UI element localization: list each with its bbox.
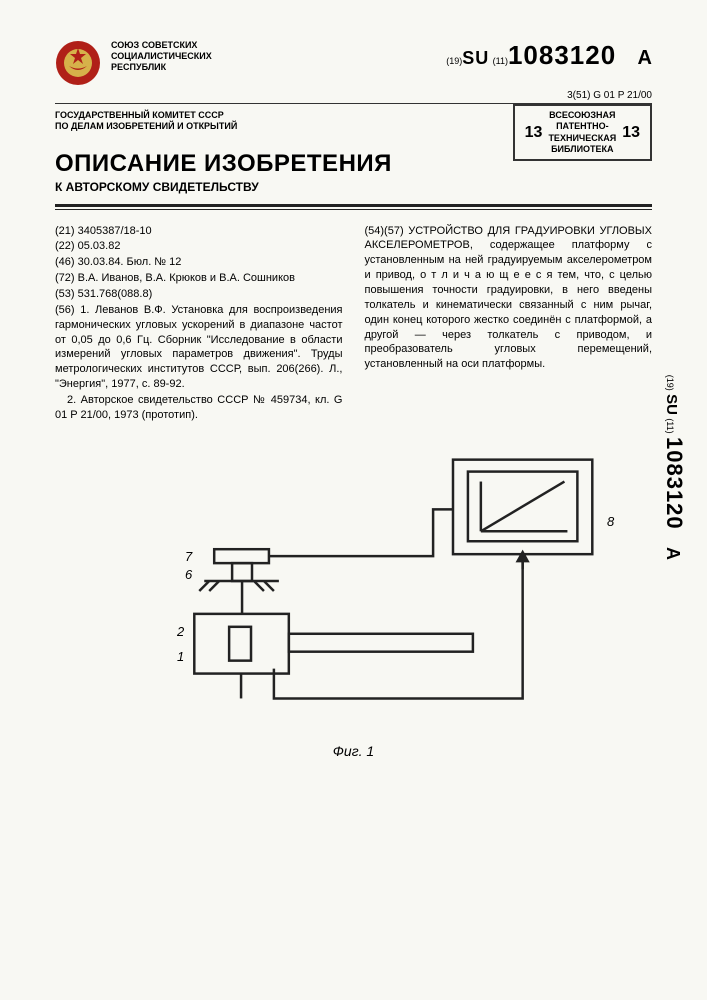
code19: (19) [446, 56, 462, 66]
library-stamp: ВСЕСОЮЗНАЯ 13 ПАТЕНТНО- ТЕХНИЧЕСКАЯ 13 Б… [513, 104, 652, 161]
callout-6: 6 [185, 567, 192, 582]
callout-7: 7 [185, 549, 192, 564]
side-publication-code: (19) SU (11) 1083120 A [661, 375, 687, 560]
left-column: (21) 3405387/18-10 (22) 05.03.82 (46) 30… [55, 224, 343, 424]
ipc-classification: 3(51) G 01 P 21/00 [55, 90, 652, 104]
side-su: SU [663, 394, 680, 415]
body-columns: (21) 3405387/18-10 (22) 05.03.82 (46) 30… [55, 224, 652, 424]
field-56: (56) 1. Леванов В.Ф. Установка для воспр… [55, 303, 343, 392]
stamp-line2: ПАТЕНТНО- [548, 121, 616, 132]
callout-2: 2 [177, 624, 184, 639]
code11: (11) [493, 56, 508, 66]
callout-1: 1 [177, 649, 184, 664]
stamp-line4: БИБЛИОТЕКА [525, 144, 640, 155]
field-72: (72) В.А. Иванов, В.А. Крюков и В.А. Сош… [55, 271, 343, 286]
figure-label: Фиг. 1 [333, 743, 374, 759]
header: СОЮЗ СОВЕТСКИХ СОЦИАЛИСТИЧЕСКИХ РЕСПУБЛИ… [55, 40, 652, 86]
stamp-line3: ТЕХНИЧЕСКАЯ [548, 133, 616, 144]
callout-8: 8 [607, 514, 614, 529]
su-code: SU [462, 48, 489, 68]
diagram-svg [55, 439, 652, 739]
right-column: (54)(57) УСТРОЙСТВО ДЛЯ ГРАДУИРОВКИ УГЛО… [365, 224, 653, 424]
figure-1: 7 6 2 1 8 Фиг. 1 [55, 439, 652, 759]
side-suffix: A [663, 547, 683, 560]
patent-number: 1083120 [508, 40, 616, 70]
stamp-num-right: 13 [622, 123, 640, 143]
stamp-num-left: 13 [525, 123, 543, 143]
ussr-emblem-icon [55, 40, 101, 86]
field-53: (53) 531.768(088.8) [55, 287, 343, 302]
field-46: (46) 30.03.84. Бюл. № 12 [55, 255, 343, 270]
committee-label: ГОСУДАРСТВЕННЫЙ КОМИТЕТ СССР ПО ДЕЛАМ ИЗ… [55, 110, 285, 132]
ref-2: 2. Авторское свидетельство СССР № 459734… [55, 393, 343, 423]
field-21: (21) 3405387/18-10 [55, 224, 343, 239]
kind-code: A [638, 47, 652, 69]
doc-subtitle: К АВТОРСКОМУ СВИДЕТЕЛЬСТВУ [55, 180, 652, 194]
committee-row: ГОСУДАРСТВЕННЫЙ КОМИТЕТ СССР ПО ДЕЛАМ ИЗ… [55, 110, 652, 132]
side-number: 1083120 [662, 437, 687, 530]
publication-code: (19)SU (11)1083120 A [446, 40, 652, 71]
union-label: СОЮЗ СОВЕТСКИХ СОЦИАЛИСТИЧЕСКИХ РЕСПУБЛИ… [111, 40, 212, 72]
field-22: (22) 05.03.82 [55, 239, 343, 254]
patent-page: СОЮЗ СОВЕТСКИХ СОЦИАЛИСТИЧЕСКИХ РЕСПУБЛИ… [0, 0, 707, 1000]
abstract-text: (54)(57) УСТРОЙСТВО ДЛЯ ГРАДУИРОВКИ УГЛО… [365, 224, 653, 372]
divider-icon [55, 204, 652, 210]
stamp-line1: ВСЕСОЮЗНАЯ [525, 110, 640, 121]
